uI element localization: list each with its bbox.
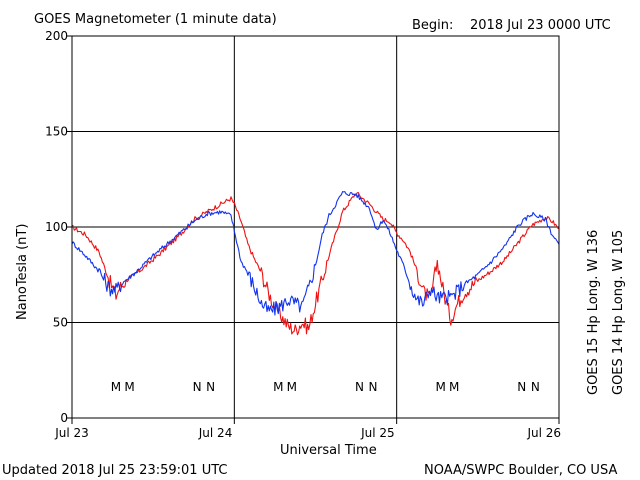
y-tick-label: 0 [60,411,68,425]
x-tick-label: Jul 24 [198,426,233,440]
marker-m: M [449,380,459,394]
y-axis-label: NanoTesla (nT) [15,224,30,320]
marker-m: M [111,380,121,394]
y-tick-label: 200 [45,29,68,43]
begin-label: Begin: [412,18,453,33]
credit-line: NOAA/SWPC Boulder, CO USA [424,463,617,478]
x-axis-ticks: Jul 23 Jul 24 Jul 25 Jul 26 [54,418,561,440]
updated-timestamp: Updated 2018 Jul 25 23:59:01 UTC [2,463,227,478]
marker-m: M [124,380,134,394]
y-tick-label: 150 [45,125,68,139]
plot-frame [71,35,560,419]
marker-n: N [517,380,526,394]
marker-m: M [287,380,297,394]
marker-n: N [369,380,378,394]
marker-n: N [206,380,215,394]
y-tick-label: 100 [45,220,68,234]
series-line-goes15 [71,192,560,336]
marker-m: M [273,380,283,394]
grid [72,36,559,418]
legend-goes14: GOES 14 Hp Long. W 105 [611,230,626,395]
marker-n: N [193,380,202,394]
x-tick-label: Jul 23 [54,426,89,440]
marker-n: N [531,380,540,394]
series-lines [71,191,560,336]
chart-title: GOES Magnetometer (1 minute data) [34,12,277,27]
marker-m: M [435,380,445,394]
x-tick-label: Jul 25 [360,426,395,440]
series-line-goes14 [71,191,560,316]
y-axis-ticks: 0 50 100 150 200 [45,29,72,425]
legend-goes15: GOES 15 Hp Long. W 136 [586,230,601,395]
x-axis-label: Universal Time [280,443,377,458]
x-tick-label: Jul 26 [526,426,561,440]
marker-n: N [355,380,364,394]
y-tick-label: 50 [53,316,68,330]
begin-value: 2018 Jul 23 0000 UTC [470,18,611,33]
